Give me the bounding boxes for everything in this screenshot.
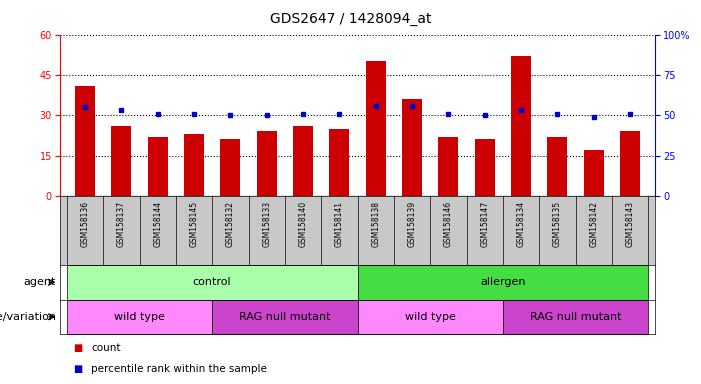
Text: GSM158134: GSM158134 (517, 201, 526, 247)
Text: GSM158146: GSM158146 (444, 201, 453, 247)
Text: GSM158140: GSM158140 (299, 201, 308, 247)
Text: genotype/variation: genotype/variation (0, 312, 56, 322)
Text: allergen: allergen (480, 277, 526, 287)
Text: GDS2647 / 1428094_at: GDS2647 / 1428094_at (270, 12, 431, 25)
Text: GSM158132: GSM158132 (226, 201, 235, 247)
Text: RAG null mutant: RAG null mutant (239, 312, 331, 322)
Text: GSM158147: GSM158147 (480, 201, 489, 247)
Bar (503, 300, 648, 334)
Bar (111, 126, 131, 196)
Bar (67, 265, 358, 300)
Text: GSM158139: GSM158139 (407, 201, 416, 247)
Bar (402, 99, 422, 196)
Text: agent: agent (24, 277, 56, 287)
Bar (547, 137, 567, 196)
Text: GSM158141: GSM158141 (335, 201, 344, 247)
Text: GSM158136: GSM158136 (81, 201, 90, 247)
Bar (293, 126, 313, 196)
Text: count: count (91, 343, 121, 353)
Text: GSM158143: GSM158143 (625, 201, 634, 247)
Bar (212, 300, 358, 334)
Bar (438, 137, 458, 196)
Text: ■: ■ (74, 364, 83, 374)
Text: GSM158142: GSM158142 (589, 201, 598, 247)
Text: control: control (193, 277, 231, 287)
Text: percentile rank within the sample: percentile rank within the sample (91, 364, 267, 374)
Bar (220, 139, 240, 196)
Text: GSM158144: GSM158144 (154, 201, 162, 247)
Bar (620, 131, 640, 196)
Text: RAG null mutant: RAG null mutant (530, 312, 621, 322)
Text: wild type: wild type (114, 312, 165, 322)
Text: ■: ■ (74, 343, 83, 353)
Bar (358, 300, 503, 334)
Bar (148, 137, 168, 196)
Bar (358, 265, 648, 300)
Bar (184, 134, 204, 196)
Bar (584, 150, 604, 196)
Bar (75, 86, 95, 196)
Bar (67, 300, 212, 334)
Text: wild type: wild type (404, 312, 456, 322)
Text: GSM158145: GSM158145 (189, 201, 198, 247)
Bar (511, 56, 531, 196)
Bar (329, 129, 349, 196)
Bar (475, 139, 495, 196)
Text: GSM158135: GSM158135 (553, 201, 562, 247)
Bar (366, 61, 386, 196)
Text: GSM158138: GSM158138 (371, 201, 380, 247)
Text: GSM158137: GSM158137 (117, 201, 126, 247)
Bar (257, 131, 277, 196)
Text: GSM158133: GSM158133 (262, 201, 271, 247)
